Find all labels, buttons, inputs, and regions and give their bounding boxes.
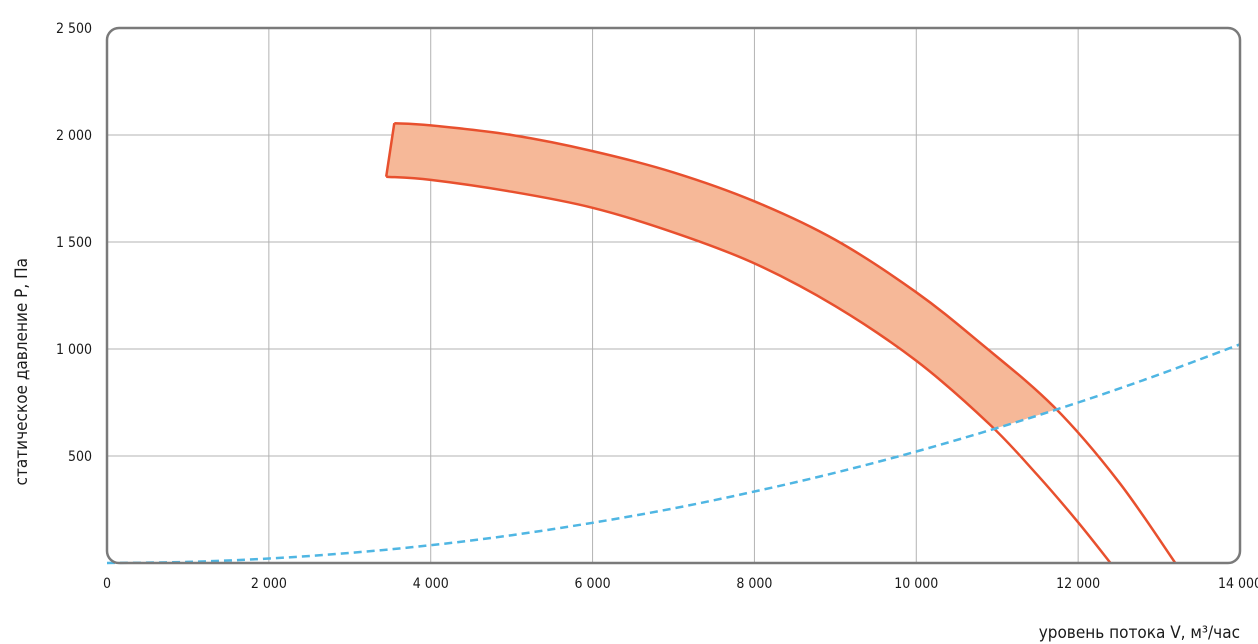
x-tick-label-7: 14 000 [1218,576,1258,592]
x-tick-label-5: 10 000 [894,576,938,592]
grid [107,28,1240,563]
x-tick-label-2: 4 000 [413,576,449,592]
y-tick-label-0: 500 [68,449,92,465]
x-tick-label-3: 6 000 [575,576,611,592]
lower-curve [386,175,1112,564]
x-tick-label-1: 2 000 [251,576,287,592]
y-tick-label-4: 2 500 [56,21,92,37]
x-tick-label-6: 12 000 [1056,576,1100,592]
upper-curve [394,121,1177,564]
x-tick-label-4: 8 000 [736,576,772,592]
plot-frame [105,26,1242,565]
x-tick-label-0: 0 [103,576,111,592]
operating-region [386,123,1054,430]
region-left-edge [384,123,396,177]
y-tick-label-2: 1 500 [56,235,92,251]
y-tick-label-3: 2 000 [56,128,92,144]
y-axis-label: статическое давление P, Па [12,258,32,485]
y-tick-label-1: 1 000 [56,342,92,358]
plot-area [106,121,1241,565]
x-axis-ticks: 0 2 000 4 000 6 000 8 000 10 000 12 000 14 000 [103,576,1258,592]
y-axis-ticks: 500 1 000 1 500 2 000 2 500 [56,21,92,465]
system-curve [106,343,1241,565]
x-axis-label: уровень потока V, м³/час [1039,623,1240,643]
